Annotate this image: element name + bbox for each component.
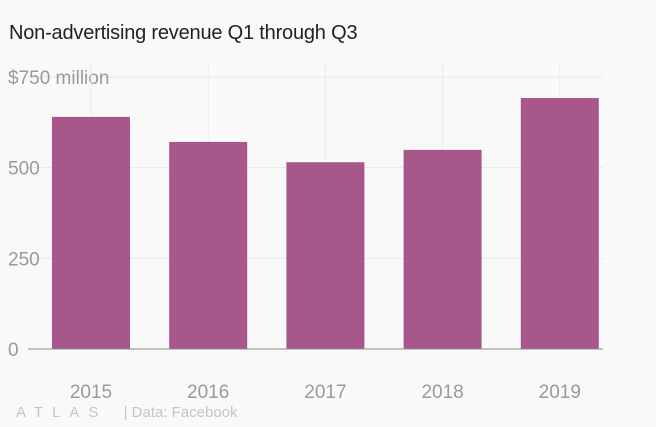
bar-2017 — [286, 162, 365, 349]
source-credit: | Data: Facebook — [123, 404, 238, 421]
bar-2015 — [52, 116, 130, 349]
x-tick-label: 2019 — [539, 382, 581, 400]
bar-2016 — [169, 141, 248, 349]
y-tick-label: 250 — [8, 249, 40, 270]
bar-chart: 0 250 500 $750 million 2015 2016 2017 2018 2019 — [8, 62, 603, 400]
x-tick-label: 2016 — [187, 382, 229, 400]
chart-title: Non-advertising revenue Q1 through Q3 — [9, 22, 358, 44]
bar-2018 — [403, 149, 482, 349]
y-tick-label: 500 — [8, 159, 40, 180]
y-tick-label: $750 million — [8, 68, 109, 89]
y-tick-label: 0 — [8, 340, 19, 361]
bar-2019 — [520, 98, 599, 349]
x-tick-label: 2015 — [70, 382, 112, 400]
x-tick-label: 2017 — [304, 382, 346, 400]
footer: ATLAS | Data: Facebook — [16, 404, 238, 421]
x-tick-label: 2018 — [421, 382, 463, 400]
atlas-logo: ATLAS — [16, 404, 108, 421]
